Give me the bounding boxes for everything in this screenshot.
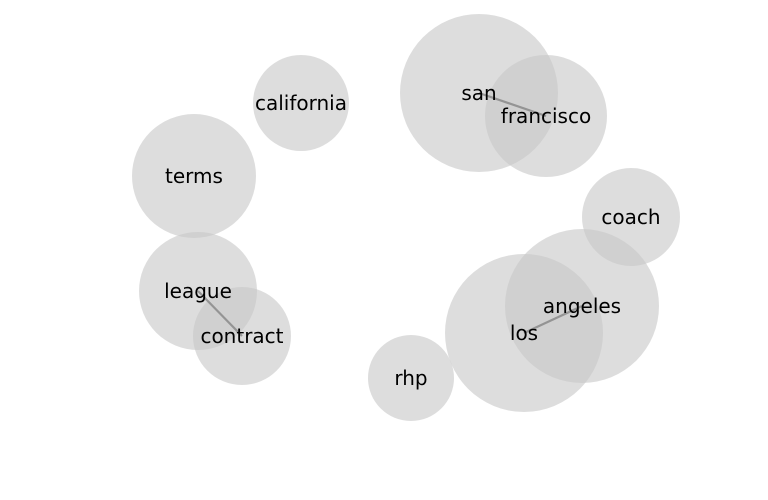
edge-league-contract <box>197 290 243 337</box>
node-label-california: california <box>255 91 347 115</box>
node-bubble-terms <box>132 114 256 238</box>
edge-los-angeles <box>523 305 583 334</box>
edge-san-francisco <box>478 91 547 118</box>
node-label-contract: contract <box>200 324 283 348</box>
edges-layer <box>197 91 583 337</box>
node-label-terms: terms <box>165 164 223 188</box>
node-bubble-california <box>253 55 349 151</box>
node-label-league: league <box>164 279 232 303</box>
node-label-san: san <box>461 81 496 105</box>
node-label-francisco: francisco <box>501 104 591 128</box>
node-label-angeles: angeles <box>543 294 621 318</box>
nodes-layer <box>132 14 680 421</box>
node-label-los: los <box>510 321 538 345</box>
node-label-rhp: rhp <box>394 366 427 390</box>
node-label-coach: coach <box>601 205 660 229</box>
node-bubble-rhp <box>368 335 454 421</box>
